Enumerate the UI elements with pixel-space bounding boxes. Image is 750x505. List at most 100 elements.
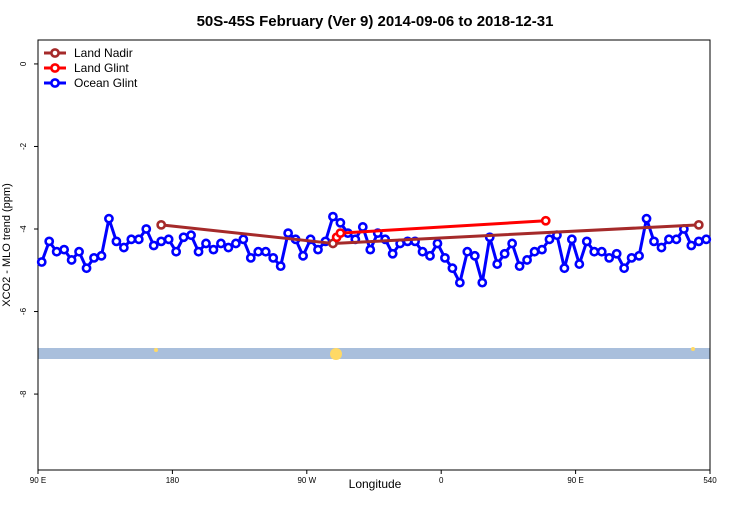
data-point xyxy=(701,234,712,245)
data-point xyxy=(693,219,704,230)
data-point xyxy=(357,222,368,232)
data-point xyxy=(537,244,547,255)
data-point xyxy=(626,252,637,263)
data-point xyxy=(44,236,55,247)
data-point xyxy=(148,240,159,251)
data-point xyxy=(365,244,376,255)
data-point xyxy=(253,246,264,257)
data-point xyxy=(245,252,256,263)
data-point xyxy=(492,259,503,269)
data-point xyxy=(66,255,77,265)
data-point xyxy=(417,246,428,257)
data-point xyxy=(454,277,465,288)
data-point xyxy=(96,250,107,261)
y-tick-label: -6 xyxy=(19,307,28,315)
data-point xyxy=(186,230,196,241)
y-tick-label: 0 xyxy=(19,61,28,66)
data-point xyxy=(619,263,630,274)
x-tick-label: 90 W xyxy=(297,476,316,485)
data-point xyxy=(574,259,585,269)
data-point xyxy=(686,240,697,251)
data-point xyxy=(604,252,615,263)
data-point xyxy=(260,246,271,257)
data-point xyxy=(649,236,659,247)
data-point xyxy=(387,248,398,259)
data-point xyxy=(596,246,607,257)
data-point xyxy=(432,238,443,249)
data-point xyxy=(566,234,577,245)
data-point xyxy=(499,248,510,259)
data-point xyxy=(440,252,450,263)
data-point xyxy=(208,244,219,255)
data-point xyxy=(469,250,480,261)
band-marker xyxy=(691,347,695,351)
data-point xyxy=(51,246,62,257)
chart-title: 50S-45S February (Ver 9) 2014-09-06 to 2… xyxy=(197,13,554,30)
data-point xyxy=(507,238,518,249)
data-point xyxy=(589,246,600,257)
data-point xyxy=(275,261,286,272)
y-axis-label: XCO2 - MLO trend (ppm) xyxy=(1,183,13,306)
data-point xyxy=(447,263,458,274)
data-point xyxy=(313,244,323,255)
y-tick-label: -4 xyxy=(19,225,28,233)
legend-label: Land Glint xyxy=(74,61,129,75)
data-point xyxy=(328,211,338,222)
legend-marker xyxy=(50,78,60,88)
x-tick-label: 90 E xyxy=(567,476,583,485)
x-tick-label: 540 xyxy=(703,476,717,485)
data-point xyxy=(462,246,473,257)
data-point xyxy=(201,238,211,249)
data-point xyxy=(171,246,182,257)
data-point xyxy=(522,255,532,265)
data-point xyxy=(425,250,435,261)
data-point xyxy=(223,242,234,253)
data-point xyxy=(335,228,346,239)
data-point xyxy=(36,257,47,267)
data-point xyxy=(74,246,84,257)
data-point xyxy=(529,246,540,257)
data-point xyxy=(141,224,152,234)
y-tick-label: -8 xyxy=(19,390,28,398)
data-point xyxy=(641,213,652,224)
land-sea-band xyxy=(38,348,710,359)
data-point xyxy=(559,263,570,274)
data-point xyxy=(118,242,129,253)
data-point xyxy=(230,238,241,249)
data-point xyxy=(335,217,346,228)
data-point xyxy=(178,232,189,243)
data-point xyxy=(59,244,70,255)
data-point xyxy=(156,236,167,247)
data-point xyxy=(89,252,99,263)
band-marker xyxy=(154,348,158,352)
data-point xyxy=(540,215,551,226)
data-point xyxy=(163,234,174,245)
data-point xyxy=(283,228,294,239)
data-point xyxy=(238,234,249,245)
legend-marker xyxy=(50,63,60,73)
data-point xyxy=(671,234,682,245)
data-point xyxy=(126,234,137,245)
x-tick-label: 90 E xyxy=(30,476,46,485)
data-point xyxy=(581,236,592,247)
plot-frame xyxy=(37,39,711,471)
data-point xyxy=(193,246,204,257)
data-point xyxy=(693,236,704,247)
data-point xyxy=(477,277,488,288)
data-point xyxy=(156,219,167,230)
y-tick-label: -2 xyxy=(19,142,28,150)
x-axis-label: Longitude xyxy=(349,477,402,491)
data-point xyxy=(611,248,622,259)
data-point xyxy=(664,234,674,245)
legend-marker xyxy=(50,48,60,58)
data-point xyxy=(544,234,555,245)
x-tick-label: 180 xyxy=(166,476,180,485)
data-point xyxy=(634,250,644,261)
data-point xyxy=(216,238,226,249)
legend-label: Land Nadir xyxy=(74,46,133,60)
data-point xyxy=(268,252,279,263)
legend-label: Ocean Glint xyxy=(74,76,138,90)
data-point xyxy=(514,261,525,272)
data-point xyxy=(81,263,92,274)
